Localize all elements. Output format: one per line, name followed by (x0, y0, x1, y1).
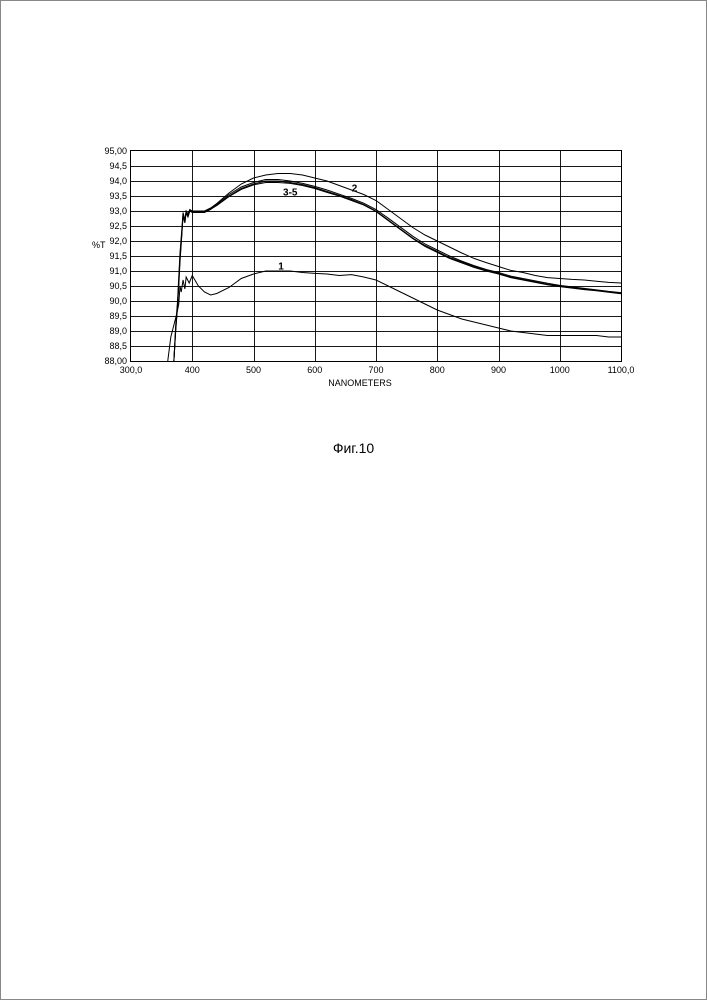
y-tick-label: 89,5 (109, 311, 127, 321)
x-tick-label: 400 (185, 365, 200, 375)
y-tick-label: 92,5 (109, 221, 127, 231)
gridline-h (131, 196, 621, 197)
gridline-h (131, 271, 621, 272)
gridline-h (131, 226, 621, 227)
y-tick-label: 94,5 (109, 161, 127, 171)
gridline-h (131, 241, 621, 242)
gridline-h (131, 346, 621, 347)
series-label: 1 (278, 261, 284, 272)
x-tick-label: 800 (430, 365, 445, 375)
y-tick-label: 93,0 (109, 206, 127, 216)
x-tick-label: 300,0 (120, 365, 143, 375)
x-tick-label: 900 (491, 365, 506, 375)
gridline-h (131, 256, 621, 257)
x-tick-label: 1000 (550, 365, 570, 375)
y-tick-label: 89,0 (109, 326, 127, 336)
transmission-chart: %T NANOMETERS 300,0400500600700800900100… (80, 140, 640, 400)
y-tick-label: 94,0 (109, 176, 127, 186)
x-tick-label: 600 (307, 365, 322, 375)
y-tick-label: 93,5 (109, 191, 127, 201)
plot-area: 300,040050060070080090010001100,088,0088… (130, 150, 622, 362)
y-tick-label: 90,0 (109, 296, 127, 306)
figure-caption: Фиг.10 (333, 440, 374, 456)
gridline-h (131, 166, 621, 167)
x-tick-label: 500 (246, 365, 261, 375)
x-tick-label: 1100,0 (608, 365, 635, 375)
y-tick-label: 88,5 (109, 341, 127, 351)
y-tick-label: 91,5 (109, 251, 127, 261)
x-axis-title: NANOMETERS (328, 378, 392, 388)
series-2 (174, 174, 621, 362)
x-tick-label: 700 (368, 365, 383, 375)
gridline-h (131, 181, 621, 182)
gridline-h (131, 301, 621, 302)
y-tick-label: 91,0 (109, 266, 127, 276)
y-tick-label: 92,0 (109, 236, 127, 246)
series-label: 2 (352, 183, 358, 194)
series-label: 3-5 (283, 188, 297, 199)
gridline-h (131, 211, 621, 212)
y-tick-label: 95,00 (104, 146, 127, 156)
gridline-h (131, 331, 621, 332)
y-tick-label: 88,00 (104, 356, 127, 366)
gridline-h (131, 316, 621, 317)
y-tick-label: 90,5 (109, 281, 127, 291)
gridline-h (131, 286, 621, 287)
y-axis-title: %T (92, 240, 106, 250)
